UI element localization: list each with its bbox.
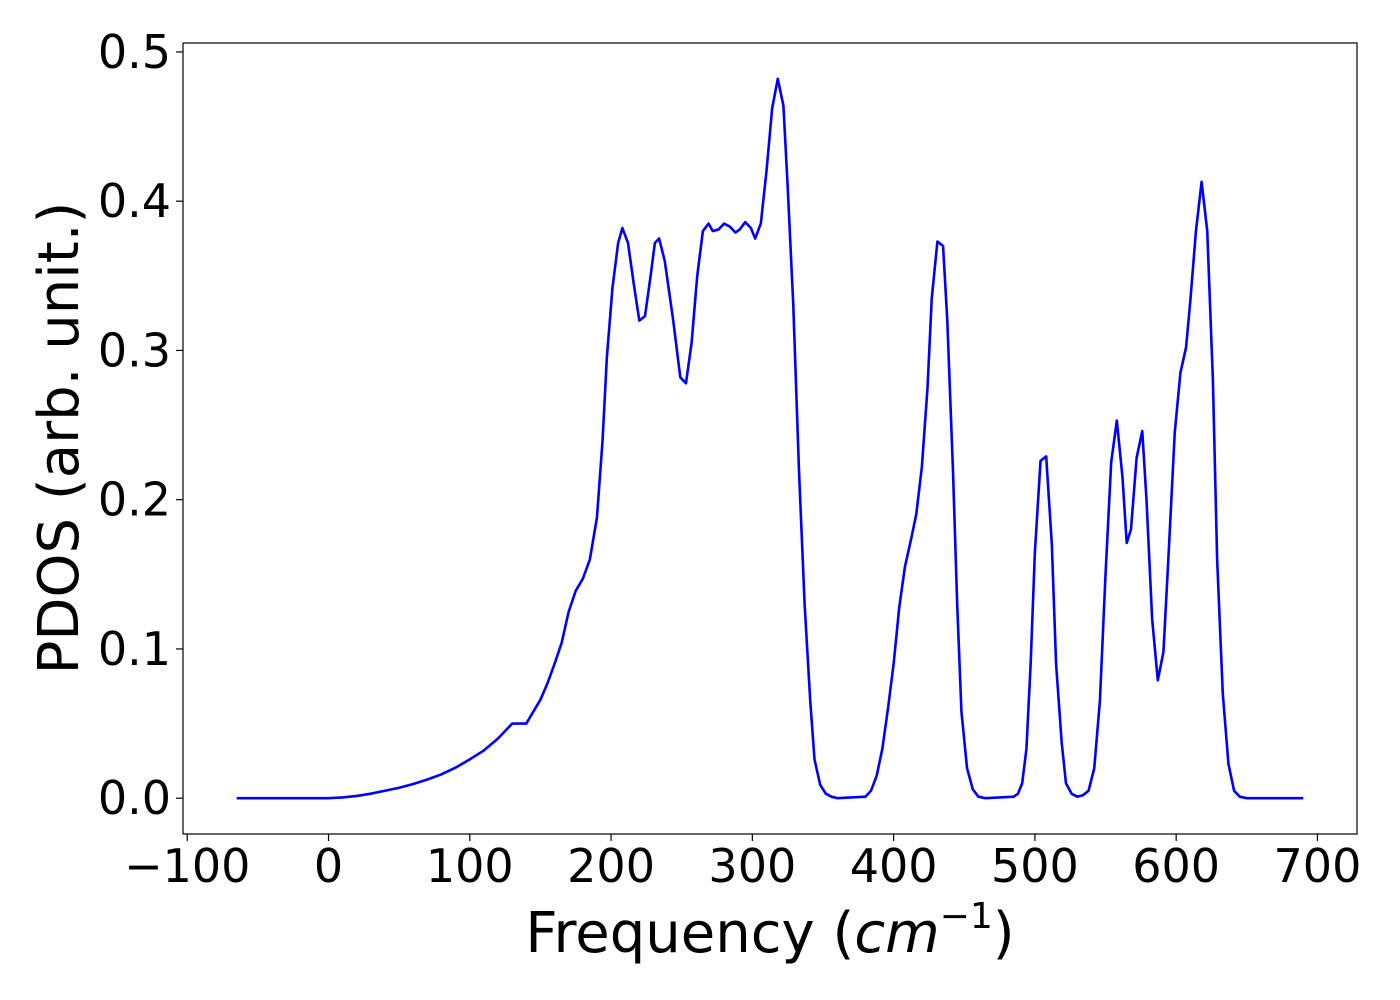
- y-tick-label: 0.2: [98, 473, 171, 527]
- x-tick-label: 200: [567, 839, 655, 893]
- x-tick-label: 300: [708, 839, 796, 893]
- x-label-part: ): [993, 901, 1015, 966]
- x-label-part: cm: [854, 901, 939, 966]
- y-tick-label: 0.3: [98, 323, 171, 377]
- x-tick-label: 700: [1274, 839, 1362, 893]
- y-tick-label: 0.5: [98, 25, 171, 79]
- x-axis-label: Frequency (cm−1): [525, 896, 1014, 966]
- x-tick-label: 500: [991, 839, 1079, 893]
- x-tick-label: −100: [124, 839, 250, 893]
- x-tick-label: 100: [426, 839, 514, 893]
- y-tick-label: 0.4: [98, 174, 171, 228]
- x-tick-label: 0: [314, 839, 343, 893]
- x-tick-label: 400: [850, 839, 938, 893]
- data-line: [236, 77, 1304, 800]
- x-tick-label: 600: [1132, 839, 1220, 893]
- y-tick-label: 0.0: [98, 771, 171, 825]
- x-label-part: −1: [940, 896, 993, 937]
- y-tick-label: 0.1: [98, 622, 171, 676]
- x-label-part: Frequency (: [525, 901, 854, 966]
- plot-frame: [182, 42, 1358, 835]
- y-axis-label: PDOS (arb. unit.): [27, 202, 92, 675]
